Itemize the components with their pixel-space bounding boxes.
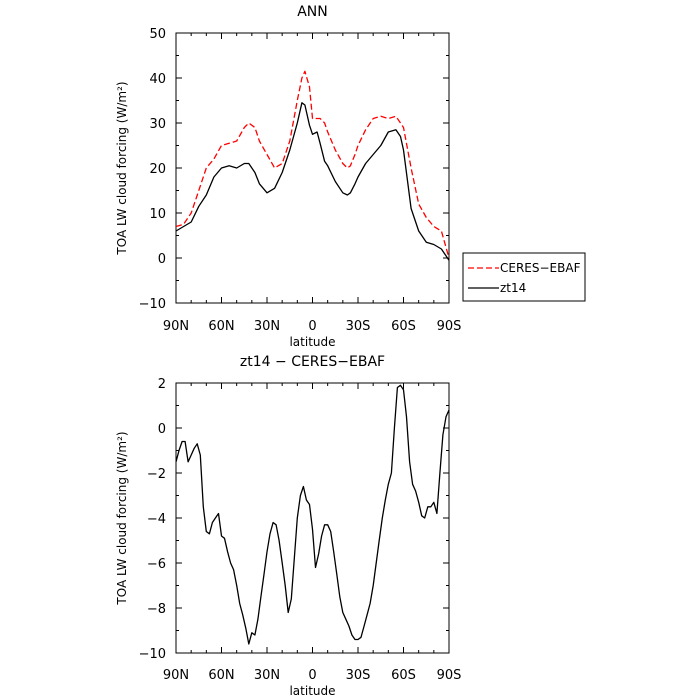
y-tick-label: −10 [139, 297, 166, 312]
x-tick-label: 0 [308, 319, 316, 334]
x-tick-label: 30S [346, 319, 371, 334]
x-tick-label: 90N [163, 319, 189, 334]
x-tick-label: 90N [163, 668, 189, 683]
x-tick-label: 60N [208, 668, 234, 683]
x-tick-label: 90S [437, 319, 462, 334]
y-tick-label: −8 [147, 602, 166, 617]
x-tick-label: 60S [391, 668, 416, 683]
y-tick-label: 0 [158, 422, 166, 437]
legend-label: zt14 [500, 281, 526, 295]
series-line-difference [175, 384, 450, 645]
legend-label: CERES−EBAF [500, 261, 581, 275]
chart-panel-1: ANN 90N 60N 30N 0 30S 60S 90S −10 0 10 20 30 40 50 lati… [115, 4, 586, 349]
y-tick-label: 20 [149, 162, 166, 177]
x-axis-label: latitude [289, 335, 335, 349]
y-tick-label: −6 [147, 557, 166, 572]
x-tick-label: 60S [391, 319, 416, 334]
series-line-zt14 [175, 102, 450, 261]
x-tick-label: 30N [254, 668, 280, 683]
legend: CERES−EBAF zt14 [462, 252, 586, 302]
x-tick-label: 30N [254, 319, 280, 334]
chart-title: zt14 − CERES−EBAF [240, 354, 385, 370]
x-tick-label: 90S [437, 668, 462, 683]
plot-frame [175, 32, 450, 304]
y-tick-label: −2 [147, 467, 166, 482]
y-tick-label: −4 [147, 512, 166, 527]
y-tick-label: 50 [149, 27, 166, 42]
x-axis-label: latitude [289, 684, 335, 698]
y-tick-label: −10 [139, 647, 166, 662]
series-line-ceres-ebaf [175, 70, 450, 259]
y-tick-label: 0 [158, 252, 166, 267]
y-axis-label: TOA LW cloud forcing (W/m²) [115, 81, 129, 255]
legend-box [462, 252, 586, 302]
plot-frame [175, 382, 450, 654]
y-axis-label: TOA LW cloud forcing (W/m²) [115, 431, 129, 605]
y-tick-label: 2 [158, 377, 166, 392]
y-tick-label: 30 [149, 117, 166, 132]
y-tick-label: 40 [149, 72, 166, 87]
chart-panel-2: zt14 − CERES−EBAF 90N 60N 30N 0 30S 60S 90S −10 −… [115, 354, 461, 698]
x-tick-label: 60N [208, 319, 234, 334]
x-tick-label: 0 [308, 668, 316, 683]
y-tick-label: 10 [149, 207, 166, 222]
x-tick-label: 30S [346, 668, 371, 683]
chart-title: ANN [297, 4, 328, 20]
